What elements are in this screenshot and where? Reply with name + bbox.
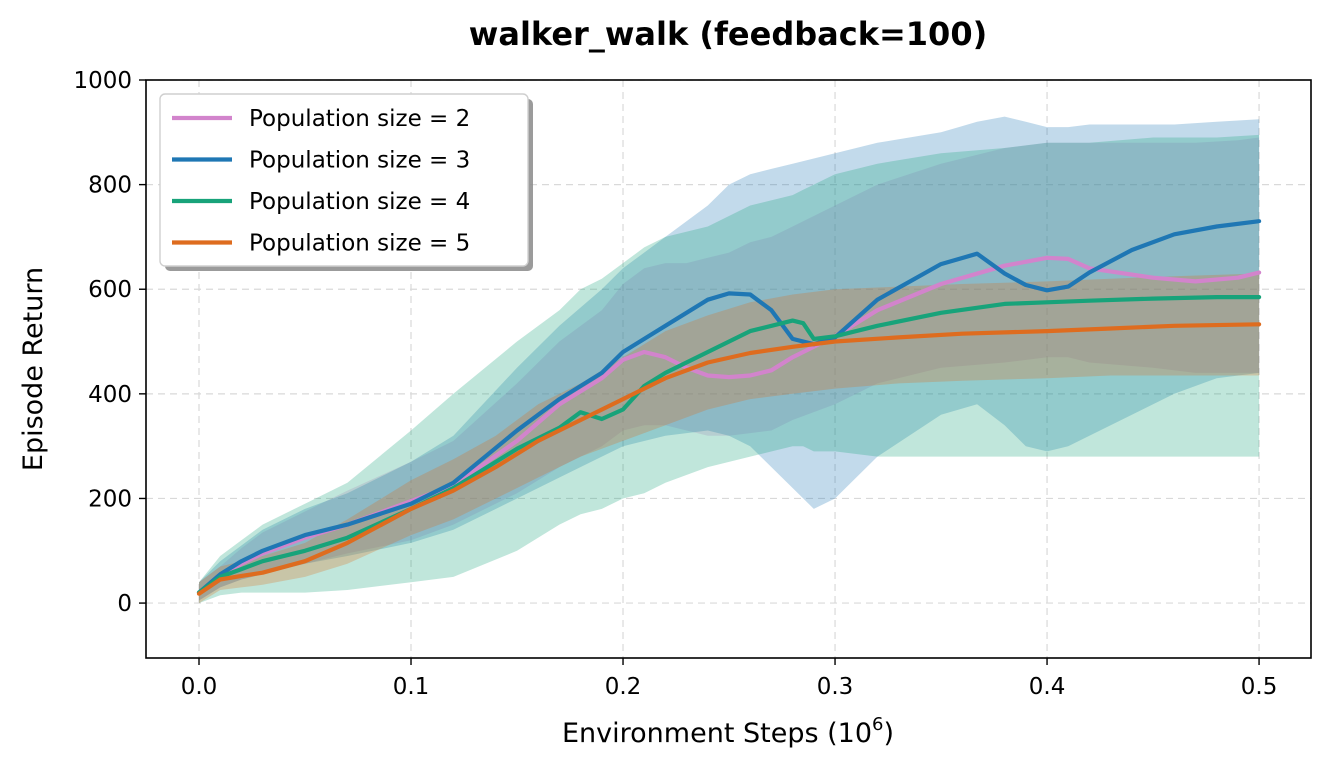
line-layer xyxy=(196,219,1262,596)
legend-label-3: Population size = 4 xyxy=(249,189,470,215)
chart-title: walker_walk (feedback=100) xyxy=(469,15,987,53)
legend-label-1: Population size = 2 xyxy=(249,106,470,132)
legend-box xyxy=(159,93,529,267)
x-tick-label: 0.1 xyxy=(393,674,430,700)
legend: Population size = 2 Population size = 3 Po… xyxy=(159,93,533,271)
x-axis-label: Environment Steps (106) xyxy=(562,714,894,749)
legend-label-4: Population size = 5 xyxy=(249,231,470,257)
series-line-4 xyxy=(196,322,1262,596)
y-tick-label: 600 xyxy=(88,277,132,303)
y-tick-label: 1000 xyxy=(73,68,132,94)
x-tick-label: 0.4 xyxy=(1029,674,1066,700)
series-line-3 xyxy=(196,295,1262,595)
y-tick-label: 800 xyxy=(88,173,132,199)
y-tick-label: 400 xyxy=(88,382,132,408)
y-axis-label: Episode Return xyxy=(18,267,49,471)
x-tick-label: 0.5 xyxy=(1241,674,1278,700)
tick-layer: 0.0 0.1 0.2 0.3 0.4 0.5 0 200 400 600 800 1000 xyxy=(73,68,1277,700)
x-tick-label: 0.0 xyxy=(181,674,218,700)
x-tick-label: 0.3 xyxy=(817,674,854,700)
confidence-band-series-4 xyxy=(199,273,1260,604)
series-line-2 xyxy=(196,219,1262,595)
plot-frame xyxy=(145,79,1312,659)
y-tick-label: 200 xyxy=(88,486,132,512)
x-tick-label: 0.2 xyxy=(605,674,642,700)
y-tick-label: 0 xyxy=(117,591,132,617)
legend-items: Population size = 2 Population size = 3 Po… xyxy=(172,106,470,257)
legend-label-2: Population size = 3 xyxy=(249,148,470,174)
